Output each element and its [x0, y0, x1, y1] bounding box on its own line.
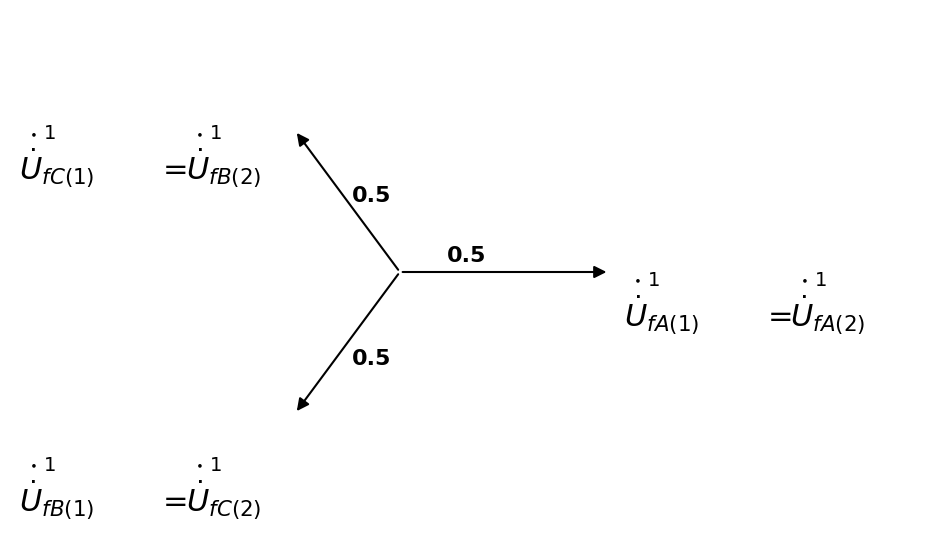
Text: $\dot{U}_{fA(1)}$: $\dot{U}_{fA(1)}$ [624, 293, 699, 338]
Text: $=$: $=$ [762, 301, 792, 330]
Text: $\bullet$: $\bullet$ [29, 459, 36, 472]
Text: 0.5: 0.5 [446, 246, 486, 265]
Text: $\dot{U}_{fB(2)}$: $\dot{U}_{fB(2)}$ [186, 146, 261, 191]
Text: 0.5: 0.5 [351, 186, 391, 206]
Text: $\dot{U}_{fC(2)}$: $\dot{U}_{fC(2)}$ [186, 478, 261, 523]
Text: $1$: $1$ [647, 271, 660, 289]
Text: $1$: $1$ [209, 456, 222, 474]
Text: 0.5: 0.5 [351, 349, 391, 369]
Text: $\bullet$: $\bullet$ [195, 459, 203, 472]
Text: $\bullet$: $\bullet$ [29, 127, 36, 140]
Text: $\dot{U}_{fB(1)}$: $\dot{U}_{fB(1)}$ [19, 478, 94, 523]
Text: $1$: $1$ [43, 456, 55, 474]
Text: $\bullet$: $\bullet$ [800, 274, 807, 287]
Text: $\dot{U}_{fC(1)}$: $\dot{U}_{fC(1)}$ [19, 146, 94, 191]
Text: $1$: $1$ [814, 271, 826, 289]
Text: $=$: $=$ [157, 154, 188, 183]
Text: $1$: $1$ [43, 124, 55, 143]
Text: $\bullet$: $\bullet$ [633, 274, 641, 287]
Text: $\bullet$: $\bullet$ [195, 127, 203, 140]
Text: $1$: $1$ [209, 124, 222, 143]
Text: $=$: $=$ [157, 486, 188, 515]
Text: $\dot{U}_{fA(2)}$: $\dot{U}_{fA(2)}$ [790, 293, 865, 338]
